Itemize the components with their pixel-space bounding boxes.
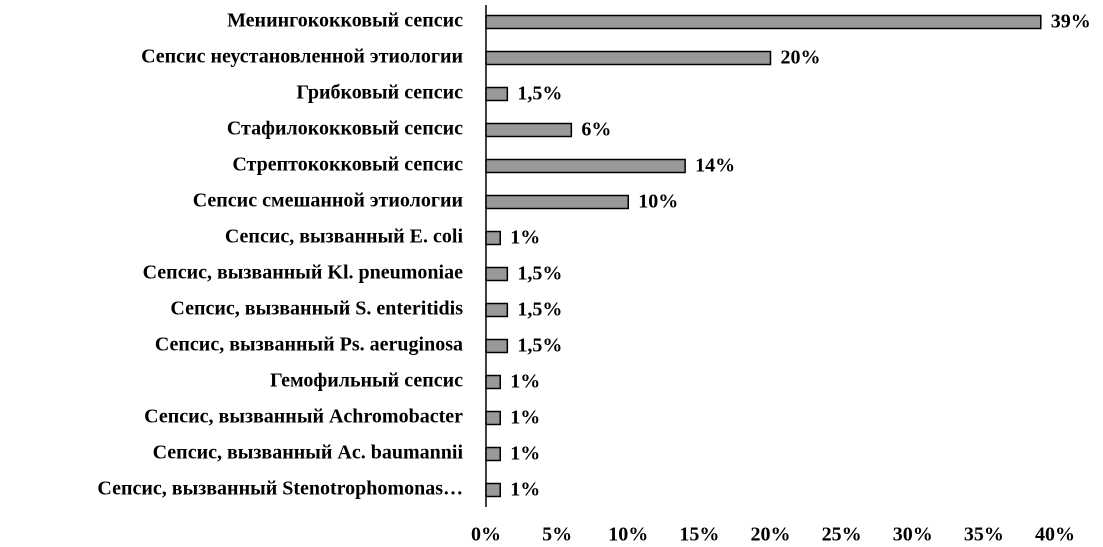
category-label: Сепсис неустановленной этиологии xyxy=(141,46,463,68)
category-label: Гемофильный сепсис xyxy=(270,370,463,392)
data-label: 39% xyxy=(1051,11,1091,33)
category-label: Сепсис, вызванный Achromobacter xyxy=(144,406,463,428)
category-label: Сепсис смешанной этиологии xyxy=(193,190,463,212)
data-label: 1% xyxy=(510,479,540,501)
x-tick-label: 5% xyxy=(542,524,572,546)
data-label: 1% xyxy=(510,227,540,249)
category-label: Грибковый сепсис xyxy=(296,82,463,104)
data-label: 1% xyxy=(510,443,540,465)
category-label: Сепсис, вызванный Ps. aeruginosa xyxy=(155,334,463,356)
bar xyxy=(485,302,509,318)
x-tick-label: 25% xyxy=(822,524,862,546)
bar xyxy=(485,482,501,498)
bar xyxy=(485,14,1042,30)
bar xyxy=(485,122,573,138)
data-label: 1% xyxy=(510,371,540,393)
x-tick-label: 35% xyxy=(964,524,1004,546)
data-label: 1,5% xyxy=(517,299,562,321)
bar xyxy=(485,158,686,174)
bar xyxy=(485,50,772,66)
bar xyxy=(485,194,629,210)
category-label: Сепсис, вызванный E. coli xyxy=(225,226,464,248)
data-label: 1,5% xyxy=(517,335,562,357)
category-label: Менингококковый сепсис xyxy=(227,10,463,32)
category-label: Сепсис, вызванный Kl. pneumoniae xyxy=(143,262,464,284)
data-label: 20% xyxy=(781,47,821,69)
x-tick-label: 20% xyxy=(751,524,791,546)
data-label: 14% xyxy=(695,155,735,177)
data-label: 6% xyxy=(581,119,611,141)
bar xyxy=(485,86,509,102)
bar xyxy=(485,410,501,426)
bar xyxy=(485,374,501,390)
bar xyxy=(485,338,509,354)
bar xyxy=(485,266,509,282)
data-label: 1% xyxy=(510,407,540,429)
category-label: Стрептококковый сепсис xyxy=(232,154,463,176)
x-tick-label: 40% xyxy=(1035,524,1075,546)
category-label: Сепсис, вызванный Ac. baumannii xyxy=(153,442,464,464)
bar xyxy=(485,230,501,246)
category-label: Сепсис, вызванный S. enteritidis xyxy=(170,298,463,320)
x-tick-label: 30% xyxy=(893,524,933,546)
bar xyxy=(485,446,501,462)
data-label: 1,5% xyxy=(517,263,562,285)
data-label: 1,5% xyxy=(517,83,562,105)
category-label: Стафилококковый сепсис xyxy=(227,118,463,140)
x-tick-label: 10% xyxy=(608,524,648,546)
category-label: Сепсис, вызванный Stenotrophomonas… xyxy=(97,478,463,500)
x-tick-label: 0% xyxy=(471,524,501,546)
x-tick-label: 15% xyxy=(679,524,719,546)
data-label: 10% xyxy=(638,191,678,213)
